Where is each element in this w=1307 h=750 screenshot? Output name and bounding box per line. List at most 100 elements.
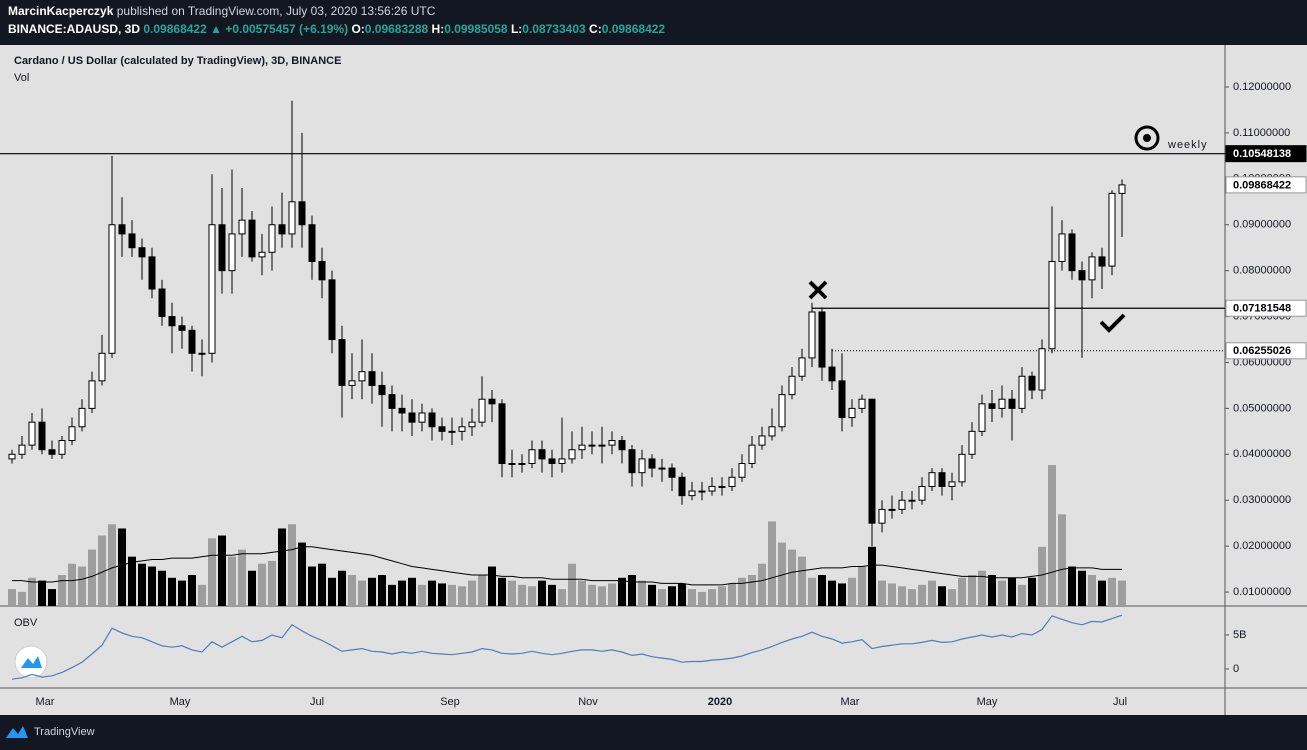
candle-body (788, 375, 796, 396)
candle-body (1118, 184, 1126, 194)
candle-body (468, 421, 476, 428)
candle-body (218, 224, 226, 272)
volume-bar (1048, 465, 1056, 606)
volume-bar (468, 580, 476, 606)
header-line-1: MarcinKacperczyk published on TradingVie… (8, 4, 436, 18)
candle-body (958, 453, 966, 483)
candle-body (1008, 398, 1016, 409)
volume-bar (228, 556, 236, 606)
candle-body (278, 224, 286, 235)
candle-body (548, 458, 556, 464)
volume-bar (1028, 577, 1036, 606)
x-tick-label: Mar (36, 696, 55, 708)
volume-bar (668, 586, 676, 606)
candle-body (118, 224, 126, 235)
volume-bar (868, 546, 876, 606)
y-tick-label: 0.04000000 (1233, 448, 1291, 460)
volume-bar (1078, 570, 1086, 606)
candle-body (718, 485, 726, 488)
candle-body (578, 444, 586, 451)
price-tag (1225, 299, 1307, 317)
candle-body (808, 311, 816, 359)
candle-body (488, 398, 496, 405)
candle-body (1038, 348, 1046, 391)
candle-body (918, 485, 926, 501)
change: ▲ +0.00575457 (+6.19%) (210, 22, 348, 36)
symbol: BINANCE:ADAUSD, 3D (8, 22, 140, 36)
y-tick-label: 0.02000000 (1233, 540, 1291, 552)
candle-body (478, 398, 486, 423)
candle-body (748, 444, 756, 464)
candle-body (98, 352, 106, 382)
volume-bar (258, 563, 266, 606)
volume-bar (48, 589, 56, 606)
candle-body (858, 398, 866, 409)
candle-body (938, 472, 946, 487)
volume-bar (688, 589, 696, 606)
candle-body (358, 371, 366, 382)
volume-bar (638, 580, 646, 606)
obv-label: OBV (14, 617, 38, 629)
candle-body (128, 233, 136, 249)
h: H: (432, 22, 445, 36)
volume-bar (858, 566, 866, 606)
candle-body (158, 288, 166, 318)
candle-body (928, 472, 936, 487)
x-tick-label: May (170, 696, 191, 708)
candle-body (438, 426, 446, 432)
volume-bar (1058, 514, 1066, 606)
candle-body (228, 233, 236, 272)
volume-bar (458, 586, 466, 606)
volume-bar (828, 580, 836, 606)
candle-body (648, 458, 656, 469)
volume-bar (128, 556, 136, 606)
candle-body (888, 508, 896, 511)
volume-bar (78, 566, 86, 606)
last: 0.09868422 (143, 22, 207, 36)
l: L: (511, 22, 522, 36)
volume-bar (308, 566, 316, 606)
candle-body (1108, 192, 1116, 267)
candle-body (898, 499, 906, 510)
candle-body (868, 398, 876, 524)
candle-body (138, 247, 146, 258)
candle-body (428, 412, 436, 428)
candle-body (1028, 375, 1036, 391)
candle-body (768, 426, 776, 437)
candle-body (68, 426, 76, 442)
volume-bar (438, 583, 446, 606)
volume-bar (888, 583, 896, 606)
volume-bar (968, 574, 976, 606)
volume-bar (1008, 577, 1016, 606)
volume-bar (388, 584, 396, 606)
x-tick-label: 2020 (708, 696, 732, 708)
candle-body (618, 440, 626, 451)
candle-body (1088, 256, 1096, 281)
volume-bar (58, 574, 66, 606)
volume-bar (8, 589, 16, 606)
volume-bar (298, 542, 306, 606)
candle-body (498, 403, 506, 464)
volume-bar (148, 566, 156, 606)
volume-bar (318, 563, 326, 606)
x-tick-label: Jul (310, 696, 324, 708)
x-tick-label: Jul (1113, 696, 1127, 708)
candle-body (528, 449, 536, 464)
annotation: weekly (1167, 139, 1208, 151)
volume-bar (518, 584, 526, 606)
obv-tick-label: 5B (1233, 629, 1246, 641)
volume-bar (118, 528, 126, 606)
candle-body (88, 380, 96, 409)
candle-body (58, 440, 66, 455)
volume-bar (428, 580, 436, 606)
volume-bar (908, 589, 916, 606)
candle-body (458, 426, 466, 432)
c-val: 0.09868422 (602, 22, 666, 36)
volume-bar (198, 584, 206, 606)
volume-bar (818, 574, 826, 606)
candle-body (908, 499, 916, 502)
volume-bar (508, 580, 516, 606)
candle-body (208, 224, 216, 354)
footer-bar (0, 715, 1307, 750)
